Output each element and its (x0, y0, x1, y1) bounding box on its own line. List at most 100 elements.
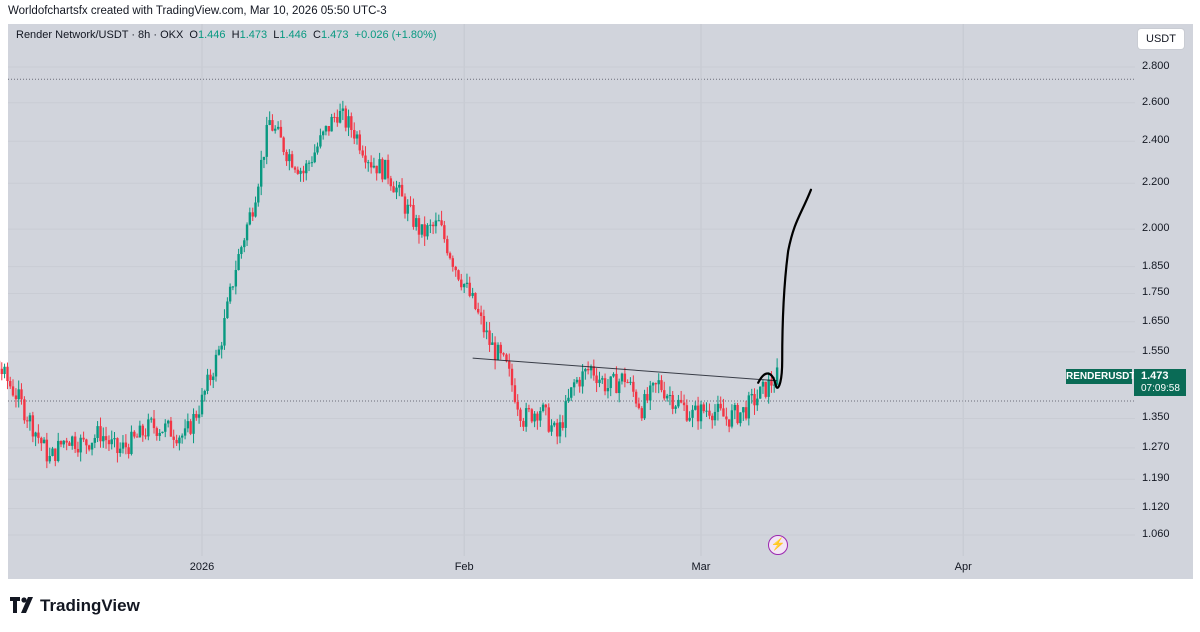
candle-body (770, 379, 773, 386)
candle-body (200, 394, 204, 415)
candle-body (113, 438, 116, 440)
candle-body (11, 386, 15, 396)
candle-body (150, 418, 153, 420)
candle-body (189, 421, 192, 434)
candle-body (265, 124, 268, 157)
candle-body (417, 218, 421, 235)
candle-body (228, 286, 232, 302)
candle-body (403, 196, 407, 214)
candle-body (713, 411, 717, 421)
lightning-icon[interactable]: ⚡ (768, 535, 788, 555)
candle-body (310, 162, 314, 164)
price-tick-label: 1.060 (1142, 528, 1170, 540)
candle-body (629, 381, 632, 383)
candle-body (237, 254, 240, 271)
candle-body (533, 413, 536, 422)
brand-name: TradingView (40, 596, 140, 615)
candle-body (476, 308, 480, 313)
candle-body (705, 410, 708, 412)
candle-body (71, 436, 74, 446)
currency-button[interactable]: USDT (1138, 29, 1184, 49)
candle-body (372, 165, 376, 168)
candle-body (262, 156, 266, 160)
candle-body (138, 425, 142, 438)
candle-body (761, 381, 765, 387)
candle-body (341, 108, 345, 111)
candle-body (217, 349, 221, 355)
chart-area[interactable] (8, 24, 1193, 579)
candle-body (257, 186, 260, 203)
candle-body (513, 385, 517, 402)
candle-body (223, 318, 226, 346)
candle-body (586, 369, 590, 371)
candle-body (716, 403, 720, 412)
candle-body (276, 126, 280, 129)
candle-body (313, 152, 316, 163)
candle-body (742, 407, 745, 413)
candle-body (637, 403, 641, 409)
candle-body (245, 224, 249, 241)
candle-body (572, 382, 576, 388)
candle-body (172, 436, 175, 440)
candle-body (617, 381, 621, 394)
candle-body (471, 292, 474, 296)
candle-body (685, 405, 689, 421)
candle-body (144, 435, 147, 437)
candle-body (524, 408, 528, 427)
candle-body (110, 439, 113, 445)
candle-body (415, 218, 418, 227)
candle-body (327, 125, 331, 132)
candle-body (141, 425, 144, 436)
candle-body (243, 240, 246, 248)
candle-body (420, 224, 424, 235)
candle-body (324, 125, 328, 132)
candle-body (85, 439, 88, 446)
candle-body (750, 393, 753, 396)
candle-body (54, 448, 57, 461)
candle-body (626, 382, 629, 384)
candle-body (519, 409, 522, 421)
candle-body (775, 367, 779, 385)
candle-body (719, 403, 722, 409)
candle-body (474, 292, 477, 309)
candle-body (82, 437, 85, 440)
candle-body (214, 354, 218, 377)
candle-body (623, 373, 627, 383)
candle-body (440, 220, 443, 226)
candle-body (668, 395, 672, 397)
candle-body (423, 224, 426, 237)
candle-body (725, 416, 728, 420)
time-tick-label: Apr (954, 561, 972, 573)
candle-body (722, 408, 725, 417)
candle-body (338, 110, 342, 123)
candle-body (375, 165, 378, 174)
candle-body (736, 404, 739, 424)
candle-body (759, 386, 762, 399)
candle-body (305, 163, 308, 174)
credit-text: Worldofchartsfx created with TradingView… (8, 5, 387, 17)
candle-body (508, 361, 511, 369)
candle-body (76, 448, 80, 453)
candle-body (696, 405, 700, 422)
candle-body (595, 375, 598, 384)
candle-body (443, 225, 446, 240)
candle-body (634, 391, 638, 404)
close-label: C (313, 29, 321, 41)
candle-body (107, 440, 111, 445)
candle-body (584, 369, 587, 372)
candle-body (541, 404, 545, 412)
price-tick-label: 1.190 (1142, 472, 1170, 485)
candle-body (367, 162, 370, 164)
candle-body (299, 170, 302, 174)
candle-body (121, 442, 125, 449)
candle-body (285, 151, 288, 162)
price-tick-label: 1.550 (1142, 344, 1170, 357)
candle-body (102, 436, 105, 442)
candle-body (206, 374, 209, 391)
candle-body (203, 390, 206, 395)
candle-body (446, 239, 449, 254)
price-tick-label: 1.120 (1142, 501, 1170, 514)
candle-body (3, 366, 6, 375)
candle-body (567, 397, 570, 402)
